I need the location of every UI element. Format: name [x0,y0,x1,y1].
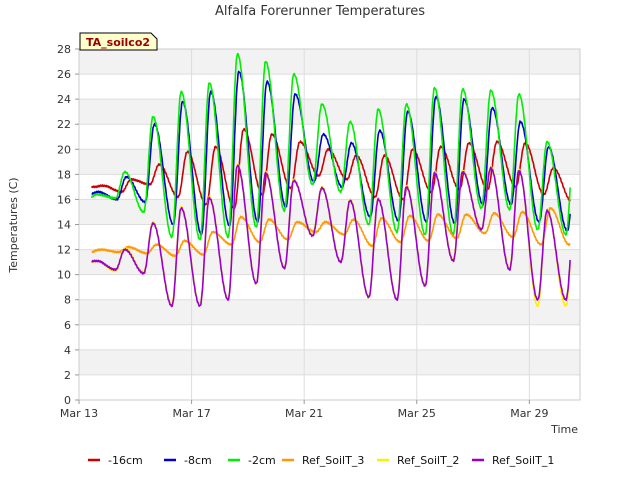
y-tick-label: 12 [57,244,71,257]
legend: -16cm -8cm -2cm Ref_SoilT_3 Ref_SoilT_2 Ref_S… [88,454,554,467]
legend-label: -16cm [108,454,143,467]
x-tick-label: Mar 25 [398,407,436,420]
legend-label: -2cm [248,454,276,467]
x-tick-label: Mar 17 [172,407,210,420]
x-axis-label: Time [550,423,578,436]
y-tick-label: 0 [64,394,71,407]
legend-label: Ref_SoilT_2 [397,454,459,467]
y-tick-label: 26 [57,68,71,81]
series-lines [90,52,571,308]
grid-band [79,299,580,325]
y-axis-label: Temperatures (C) [7,177,20,273]
chart-title: Alfalfa Forerunner Temperatures [215,4,425,19]
x-tick-labels: Mar 13 Mar 17 Mar 21 Mar 25 Mar 29 [60,407,549,420]
grid-band [79,49,580,75]
y-tick-label: 28 [57,43,71,56]
series-line [91,164,571,308]
y-tick-label: 20 [57,143,71,156]
axes [75,48,581,404]
series-line [90,52,571,241]
y-tick-label: 10 [57,269,71,282]
legend-label: -8cm [184,454,212,467]
x-tick-label: Mar 21 [285,407,323,420]
series-line [91,70,571,236]
station-badge: TA_soilco2 [79,32,158,51]
y-tick-label: 22 [57,118,71,131]
station-badge-label: TA_soilco2 [86,36,150,49]
y-tick-label: 16 [57,193,71,206]
legend-label: Ref_SoilT_3 [302,454,364,467]
grid-band [79,349,580,375]
grid-band [79,149,580,175]
grid-band [79,99,580,125]
y-tick-label: 14 [57,219,71,232]
y-tick-label: 6 [64,319,71,332]
y-tick-label: 8 [64,294,71,307]
y-tick-label: 18 [57,168,71,181]
y-tick-label: 24 [57,93,71,106]
legend-label: Ref_SoilT_1 [492,454,554,467]
y-tick-label: 4 [64,344,71,357]
y-tick-label: 2 [64,369,71,382]
station-badge-box [79,32,158,51]
x-tick-label: Mar 29 [510,407,548,420]
x-tick-label: Mar 13 [60,407,98,420]
